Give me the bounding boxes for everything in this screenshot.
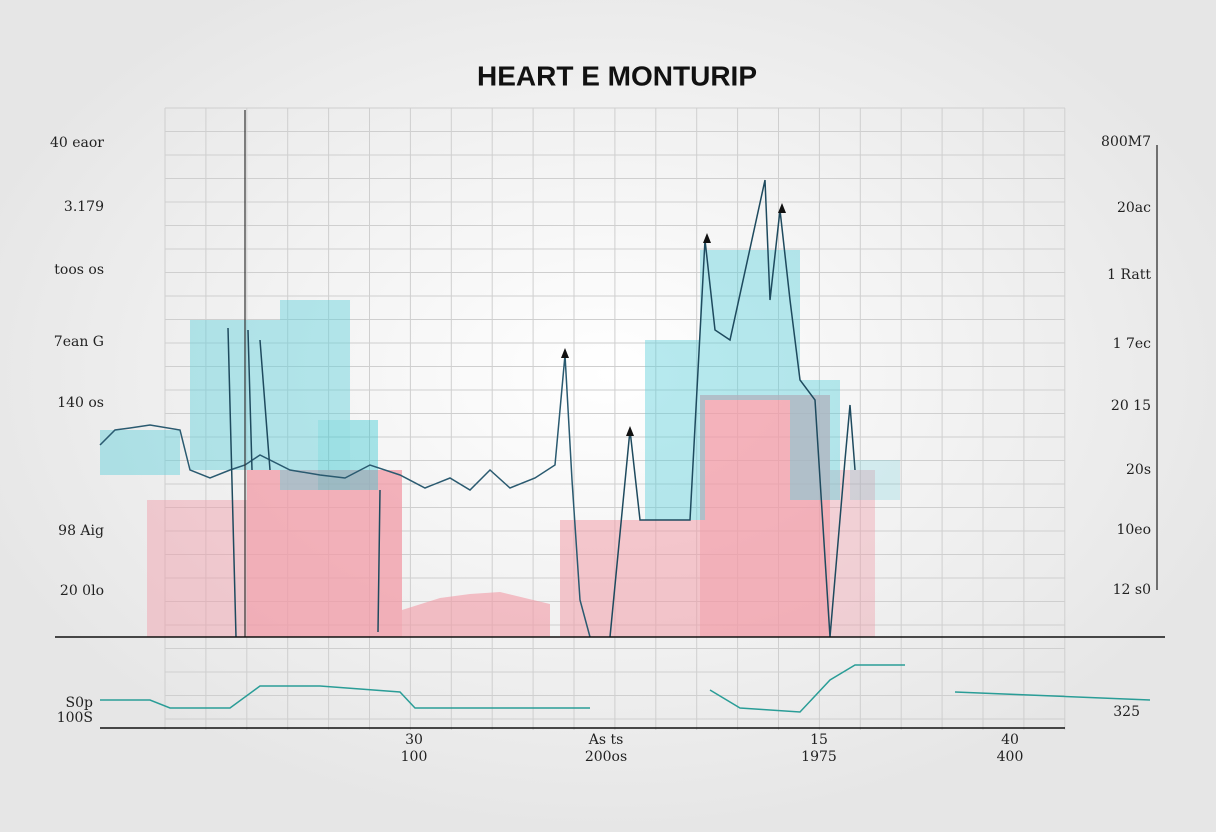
right-label: 12 s0	[1113, 582, 1151, 598]
left-label: 20 0lo	[60, 583, 104, 599]
bottom-label: As ts	[588, 732, 624, 748]
pink-area	[147, 395, 875, 637]
bottom-label: 100	[401, 749, 428, 765]
bottom-label: 30	[405, 732, 423, 748]
right-label: 20s	[1126, 462, 1151, 478]
right-label: 800M7	[1101, 134, 1151, 150]
bottom-label: 40	[1001, 732, 1019, 748]
right-label: 20ac	[1117, 200, 1151, 216]
lower-left-label: 100S	[57, 710, 93, 726]
lower-right-label: 325	[1113, 704, 1140, 720]
right-label: 10eo	[1116, 522, 1151, 538]
lower-left-label: S0p	[66, 695, 93, 711]
left-label: toos os	[54, 262, 104, 278]
bottom-label: 400	[997, 749, 1024, 765]
left-label: 7ean G	[54, 334, 104, 350]
bottom-label: 1975	[801, 749, 837, 765]
right-label: 1 Ratt	[1107, 267, 1151, 283]
labels: 40 eaor 3.179 toos os 7ean G 140 os 98 Aig 20 …	[50, 134, 1151, 765]
right-label: 1 7ec	[1113, 336, 1152, 352]
chart-title: HEART E MONTURIP	[477, 60, 757, 91]
trace	[99, 354, 591, 638]
left-label: 40 eaor	[50, 135, 104, 151]
left-label: 3.179	[64, 199, 104, 215]
bottom-label: 15	[810, 732, 828, 748]
cyan-area	[100, 250, 900, 520]
left-label: 98 Aig	[58, 523, 104, 539]
bottom-label: 200os	[585, 749, 627, 765]
lower-trace	[100, 664, 1151, 713]
trace	[227, 179, 856, 638]
right-label: 20 15	[1111, 398, 1151, 414]
left-label: 140 os	[57, 395, 104, 411]
